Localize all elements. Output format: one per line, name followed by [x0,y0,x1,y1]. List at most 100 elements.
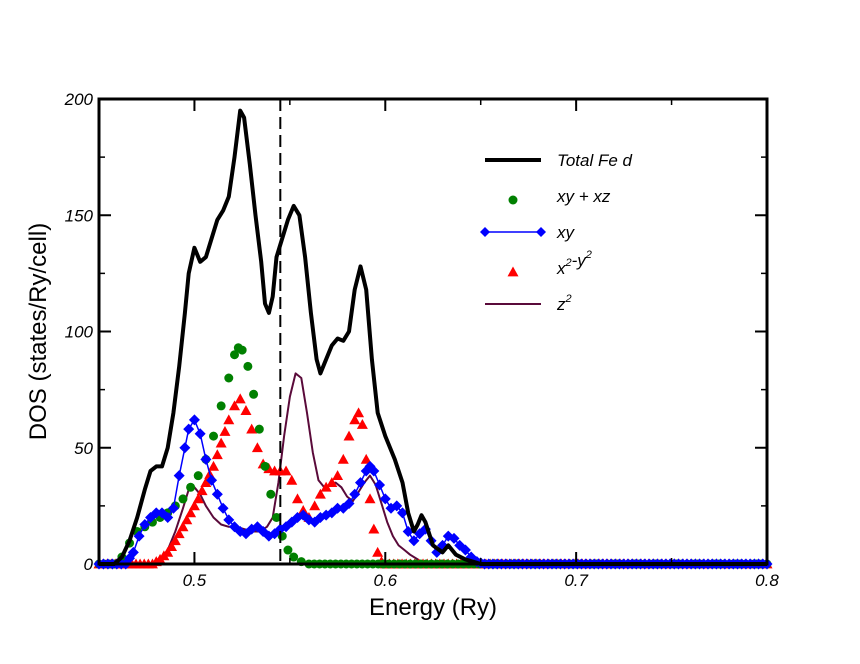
data-point [173,528,185,539]
data-point [364,493,376,504]
data-point [360,453,372,464]
data-point [309,500,321,511]
data-point [280,465,292,476]
y-tick-label: 150 [65,206,94,225]
y-axis-title: DOS (states/Ry/cell) [25,223,52,440]
data-point [391,500,403,512]
series-z2 [99,372,767,565]
x-tick-label: 0.6 [373,571,397,590]
x-tick-label: 0.8 [755,571,779,590]
data-point [185,507,197,518]
data-point [186,482,196,492]
data-point [246,423,258,434]
data-point [408,535,420,547]
data-point [162,512,174,523]
data-point [194,428,206,440]
data-point [448,532,460,544]
series-line [99,108,767,566]
legend-text: -y [572,251,588,270]
data-point [150,507,162,519]
data-point [217,502,229,514]
data-point [208,460,220,471]
data-point [219,425,231,436]
data-point [353,407,365,418]
y-tick-label: 50 [74,439,93,458]
data-point [166,541,178,551]
series-line [99,372,767,565]
data-point [234,393,246,404]
data-point [183,423,195,435]
y-tick-label: 0 [84,555,94,574]
data-point [286,474,298,485]
data-point [349,488,361,500]
data-point [139,518,151,530]
data-point [249,389,259,399]
data-point [179,442,191,454]
series-layer [93,108,773,570]
legend-text: x [556,259,566,278]
data-point [368,465,380,477]
x-tick-label: 0.7 [564,571,588,590]
data-point [260,461,270,471]
data-point [177,521,189,532]
legend-label: z2 [556,293,572,314]
data-point [127,546,139,558]
data-point [224,373,234,383]
data-point [368,523,380,534]
data-point [314,488,326,499]
data-point [209,431,219,441]
data-point [193,471,203,481]
data-point [372,546,384,557]
legend-label: Total Fe d [557,151,633,170]
data-point [332,502,344,514]
data-point [356,419,368,429]
data-point [289,552,299,562]
legend-text: z [556,295,566,314]
legend-text: Total Fe d [557,151,633,170]
data-point [230,350,240,360]
data-point [237,345,247,355]
legend-swatch-marker [507,266,519,277]
data-point [173,470,185,482]
data-point [200,453,212,465]
y-tick-label: 100 [65,323,94,342]
data-point [283,545,293,555]
legend-entry: xy [480,223,576,242]
data-point [196,485,208,496]
legend-entry: xy + xz [508,187,611,206]
legend-label: xy + xz [556,187,611,206]
data-point [343,430,355,441]
data-point [459,544,471,556]
data-point [291,493,303,504]
data-point [343,498,355,510]
data-point [354,477,366,489]
data-point [320,481,332,492]
data-point [402,525,414,537]
data-point [162,546,174,557]
data-point [206,474,218,486]
data-point [240,405,252,415]
x-tick-label: 0.5 [183,571,207,590]
legend-label: xy [556,223,576,242]
legend-superscript: 2 [565,257,572,269]
data-point [251,442,263,453]
legend-label: x2-y2 [556,249,592,278]
data-point [169,535,181,546]
data-point [192,493,204,504]
data-point [396,507,408,519]
data-point [229,400,241,411]
data-point [211,488,223,500]
legend-entry: Total Fe d [485,151,633,170]
data-point [181,514,193,525]
legend-swatch-marker [536,227,546,237]
series-xy-xz [94,343,772,569]
data-point [337,453,349,464]
data-point [223,414,235,425]
series-total-fe-d [99,108,767,566]
data-point [223,514,235,526]
data-point [332,470,344,481]
data-point [266,489,276,499]
legend-superscript: 2 [585,249,592,261]
legend-swatch-marker [480,227,490,237]
legend-entry: z2 [485,293,572,314]
